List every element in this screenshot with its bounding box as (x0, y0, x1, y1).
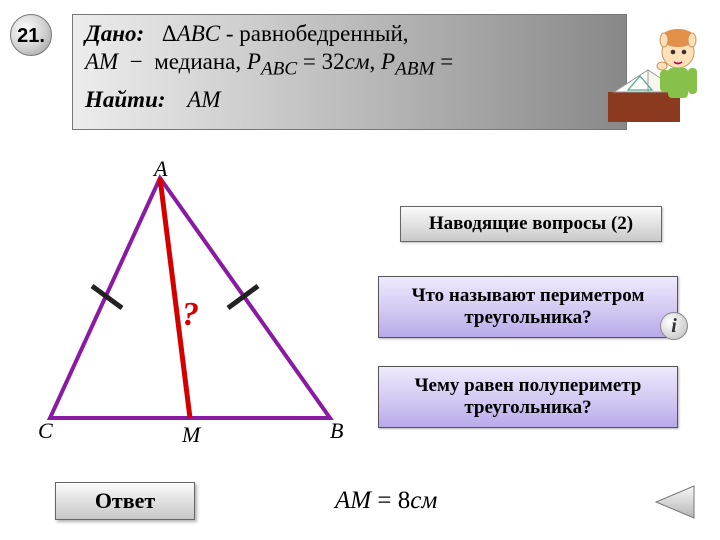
answer-button[interactable]: Ответ (55, 482, 195, 520)
given-text-2: AM − медиана, PABC = 32см, PABM = (85, 49, 614, 81)
vertex-B: B (330, 418, 343, 444)
given-row: Дано: ΔABC - равнобедренный, (85, 21, 614, 47)
given-label: Дано: (85, 21, 144, 46)
hint-2-button[interactable]: Чему равен полупериметр треугольника? (378, 366, 678, 428)
back-arrow-icon[interactable] (650, 482, 696, 522)
hint-1-button[interactable]: Что называют периметром треугольника? (378, 276, 678, 338)
info-icon[interactable]: i (660, 312, 688, 340)
triangle-figure: A B C M ? (30, 168, 360, 458)
find-row: Найти: AM (85, 87, 614, 113)
cartoon-image (606, 10, 706, 130)
find-label: Найти: (85, 87, 166, 112)
vertex-M: M (182, 422, 200, 448)
question-mark: ? (182, 296, 199, 334)
problem-number-badge: 21. (10, 14, 52, 56)
answer-value: AM = 8см (335, 487, 437, 515)
given-panel: Дано: ΔABC - равнобедренный, AM − медиан… (72, 14, 627, 130)
given-text-1: ΔABC - равнобедренный, (162, 21, 409, 46)
hints-title-button[interactable]: Наводящие вопросы (2) (400, 206, 662, 242)
vertex-A: A (154, 156, 167, 182)
find-value: AM (187, 87, 220, 112)
vertex-C: C (38, 418, 53, 444)
